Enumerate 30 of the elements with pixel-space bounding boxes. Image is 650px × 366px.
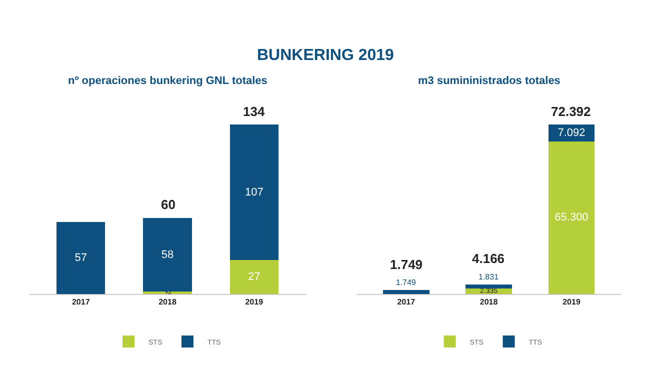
total-label: 1.749 [396, 278, 416, 287]
data-label: 1.749 [390, 257, 423, 272]
x-tick-label: 2017 [72, 298, 90, 307]
total-label: 60 [161, 197, 176, 212]
bar [382, 290, 430, 294]
x-tick-label: 2017 [397, 298, 416, 307]
bar [230, 260, 278, 294]
chart-subtitle: m3 sumininistrados totales [418, 75, 560, 87]
chart-subtitle: nº operaciones bunkering GNL totales [68, 75, 268, 87]
bar [143, 218, 192, 292]
bar [56, 222, 106, 294]
data-label: 65.300 [554, 212, 588, 224]
total-label: 4.166 [472, 251, 505, 266]
data-label: 1.831 [478, 272, 500, 282]
x-tick-label: 2018 [480, 298, 498, 307]
bar [548, 141, 595, 294]
total-label: 72.392 [551, 104, 591, 119]
data-label: 57 [74, 252, 87, 264]
bar [143, 291, 192, 294]
chart-title: BUNKERING 2019 [257, 47, 394, 64]
x-tick-label: 2019 [562, 298, 581, 307]
data-label: 7.092 [558, 126, 586, 139]
data-label: 27 [248, 270, 260, 283]
x-tick-label: 2018 [158, 298, 177, 307]
data-label: 58 [161, 248, 174, 261]
bar [230, 124, 278, 260]
data-label: 107 [244, 186, 264, 198]
x-tick-label: 2019 [245, 298, 264, 307]
bar [466, 284, 512, 289]
total-label: 134 [243, 104, 266, 119]
